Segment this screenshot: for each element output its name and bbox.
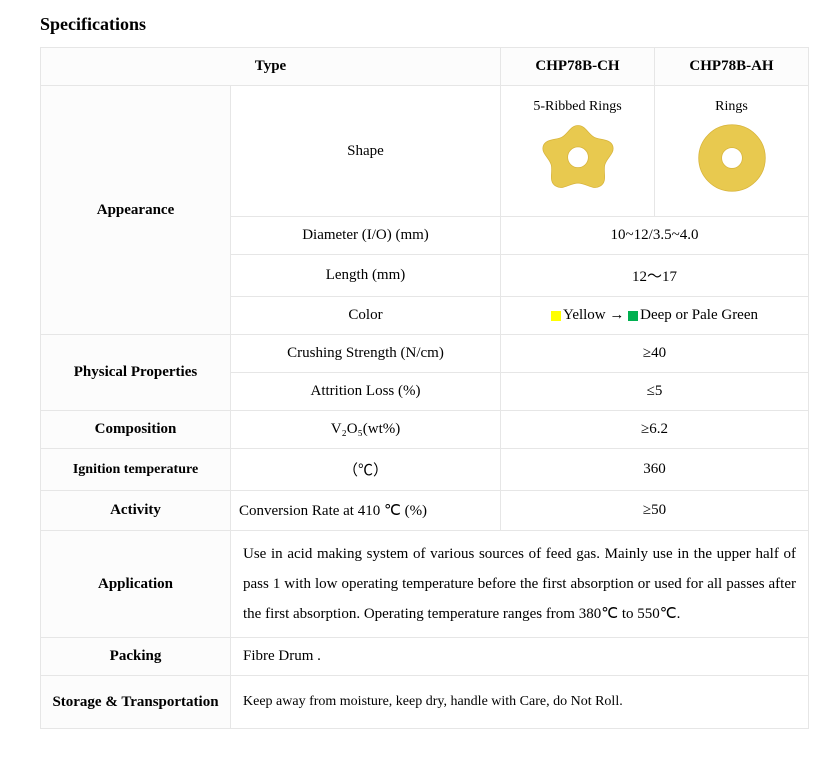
table-row: Packing Fibre Drum . [41, 638, 809, 676]
spec-table: Type CHP78B-CH CHP78B-AH Appearance Shap… [40, 47, 809, 729]
color-text-2: Deep or Pale Green [640, 307, 758, 323]
row-packing: Packing [41, 638, 231, 676]
val-composition: ≥6.2 [501, 411, 809, 449]
row-physical: Physical Properties [41, 335, 231, 411]
shape-a-caption: 5-Ribbed Rings [505, 99, 650, 115]
val-storage: Keep away from moisture, keep dry, handl… [231, 676, 809, 729]
header-model-a: CHP78B-CH [501, 48, 655, 86]
row-application: Application [41, 531, 231, 638]
header-type: Type [41, 48, 501, 86]
row-appearance: Appearance [41, 86, 231, 335]
shape-a-cell: 5-Ribbed Rings [501, 86, 655, 217]
sub-composition: V₂O₅(wt%) [231, 411, 501, 449]
row-activity: Activity [41, 491, 231, 531]
table-row: Type CHP78B-CH CHP78B-AH [41, 48, 809, 86]
ribbed-ring-icon [538, 121, 618, 195]
val-ignition: 360 [501, 449, 809, 491]
sub-crush: Crushing Strength (N/cm) [231, 335, 501, 373]
table-row: Composition V₂O₅(wt%) ≥6.2 [41, 411, 809, 449]
row-storage: Storage & Transportation [41, 676, 231, 729]
val-length: 12～17 [501, 255, 809, 297]
sub-color: Color [231, 297, 501, 335]
table-row: Storage & Transportation Keep away from … [41, 676, 809, 729]
sub-attrition: Attrition Loss (%) [231, 373, 501, 411]
sub-ignition: （℃） [231, 449, 501, 491]
sub-activity: Conversion Rate at 410 ℃ (%) [231, 491, 501, 531]
shape-b-cell: Rings [655, 86, 809, 217]
section-title: Specifications [40, 14, 805, 35]
table-row: Application Use in acid making system of… [41, 531, 809, 638]
row-composition: Composition [41, 411, 231, 449]
val-application: Use in acid making system of various sou… [231, 531, 809, 638]
ring-icon [695, 121, 769, 195]
val-color: Yellow → Deep or Pale Green [501, 297, 809, 335]
val-crush: ≥40 [501, 335, 809, 373]
table-row: Ignition temperature （℃） 360 [41, 449, 809, 491]
val-activity: ≥50 [501, 491, 809, 531]
sub-diameter: Diameter (I/O) (mm) [231, 217, 501, 255]
color-text-1: Yellow → [563, 307, 628, 323]
header-model-b: CHP78B-AH [655, 48, 809, 86]
sub-shape: Shape [231, 86, 501, 217]
table-row: Appearance Shape 5-Ribbed Rings Rings [41, 86, 809, 217]
swatch-green-icon [628, 311, 638, 321]
row-ignition: Ignition temperature [41, 449, 231, 491]
table-row: Activity Conversion Rate at 410 ℃ (%) ≥5… [41, 491, 809, 531]
val-diameter: 10~12/3.5~4.0 [501, 217, 809, 255]
table-row: Physical Properties Crushing Strength (N… [41, 335, 809, 373]
shape-b-caption: Rings [659, 99, 804, 115]
swatch-yellow-icon [551, 311, 561, 321]
val-attrition: ≤5 [501, 373, 809, 411]
val-packing: Fibre Drum . [231, 638, 809, 676]
sub-length: Length (mm) [231, 255, 501, 297]
